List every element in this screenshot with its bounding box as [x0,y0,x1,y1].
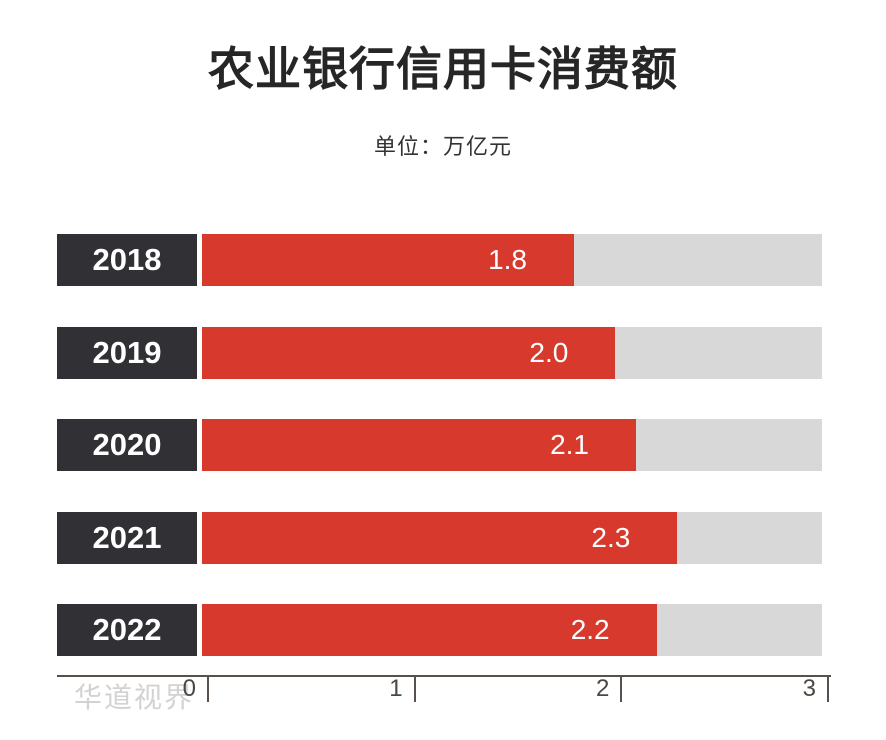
bar-value-label: 2.3 [591,521,631,553]
bar-track: 2.1 [202,419,822,471]
bar-fill: 2.0 [202,326,616,379]
bar-fill: 2.3 [202,511,678,564]
year-label: 2020 [57,419,197,471]
watermark: 华道视界 [74,682,195,713]
bar-track: 1.8 [202,234,822,286]
chart-title: 农业银行信用卡消费额 [208,43,678,95]
bar-fill: 2.1 [202,419,636,471]
x-axis-tick [207,676,209,702]
year-label: 2019 [57,326,197,379]
bar-row-2021: 2021 2.3 [57,511,822,564]
bar-rows: 2018 1.8 2019 2.0 2020 2.1 [57,234,822,656]
bar-row-2020: 2020 2.1 [57,419,822,471]
year-label: 2022 [57,604,197,656]
x-axis-tick-label: 3 [802,675,816,702]
bar-track: 2.0 [202,326,822,379]
bar-track: 2.2 [202,604,822,656]
bar-value-label: 2.2 [570,614,610,645]
chart-subtitle: 单位：万亿元 [373,134,512,159]
bar-value-label: 1.8 [488,244,527,275]
year-label: 2021 [57,511,197,564]
bar-fill: 1.8 [202,234,574,286]
bar-row-2018: 2018 1.8 [57,234,822,286]
x-axis-tick [620,676,623,702]
x-axis-tick [827,676,829,702]
x-axis-tick-label: 1 [389,675,403,702]
x-axis-line [57,675,831,677]
x-axis-tick-label: 0 [182,675,196,702]
bar-row-2019: 2019 2.0 [57,326,822,379]
year-label: 2018 [57,234,197,286]
bar-value-label: 2.1 [550,429,589,460]
x-axis-tick-label: 2 [595,675,610,702]
bar-value-label: 2.0 [529,336,569,368]
bar-row-2022: 2022 2.2 [57,604,822,656]
bar-fill: 2.2 [202,604,657,656]
bar-track: 2.3 [202,511,822,564]
x-axis-tick [413,676,416,702]
x-axis: 0 1 2 3 [183,675,829,706]
